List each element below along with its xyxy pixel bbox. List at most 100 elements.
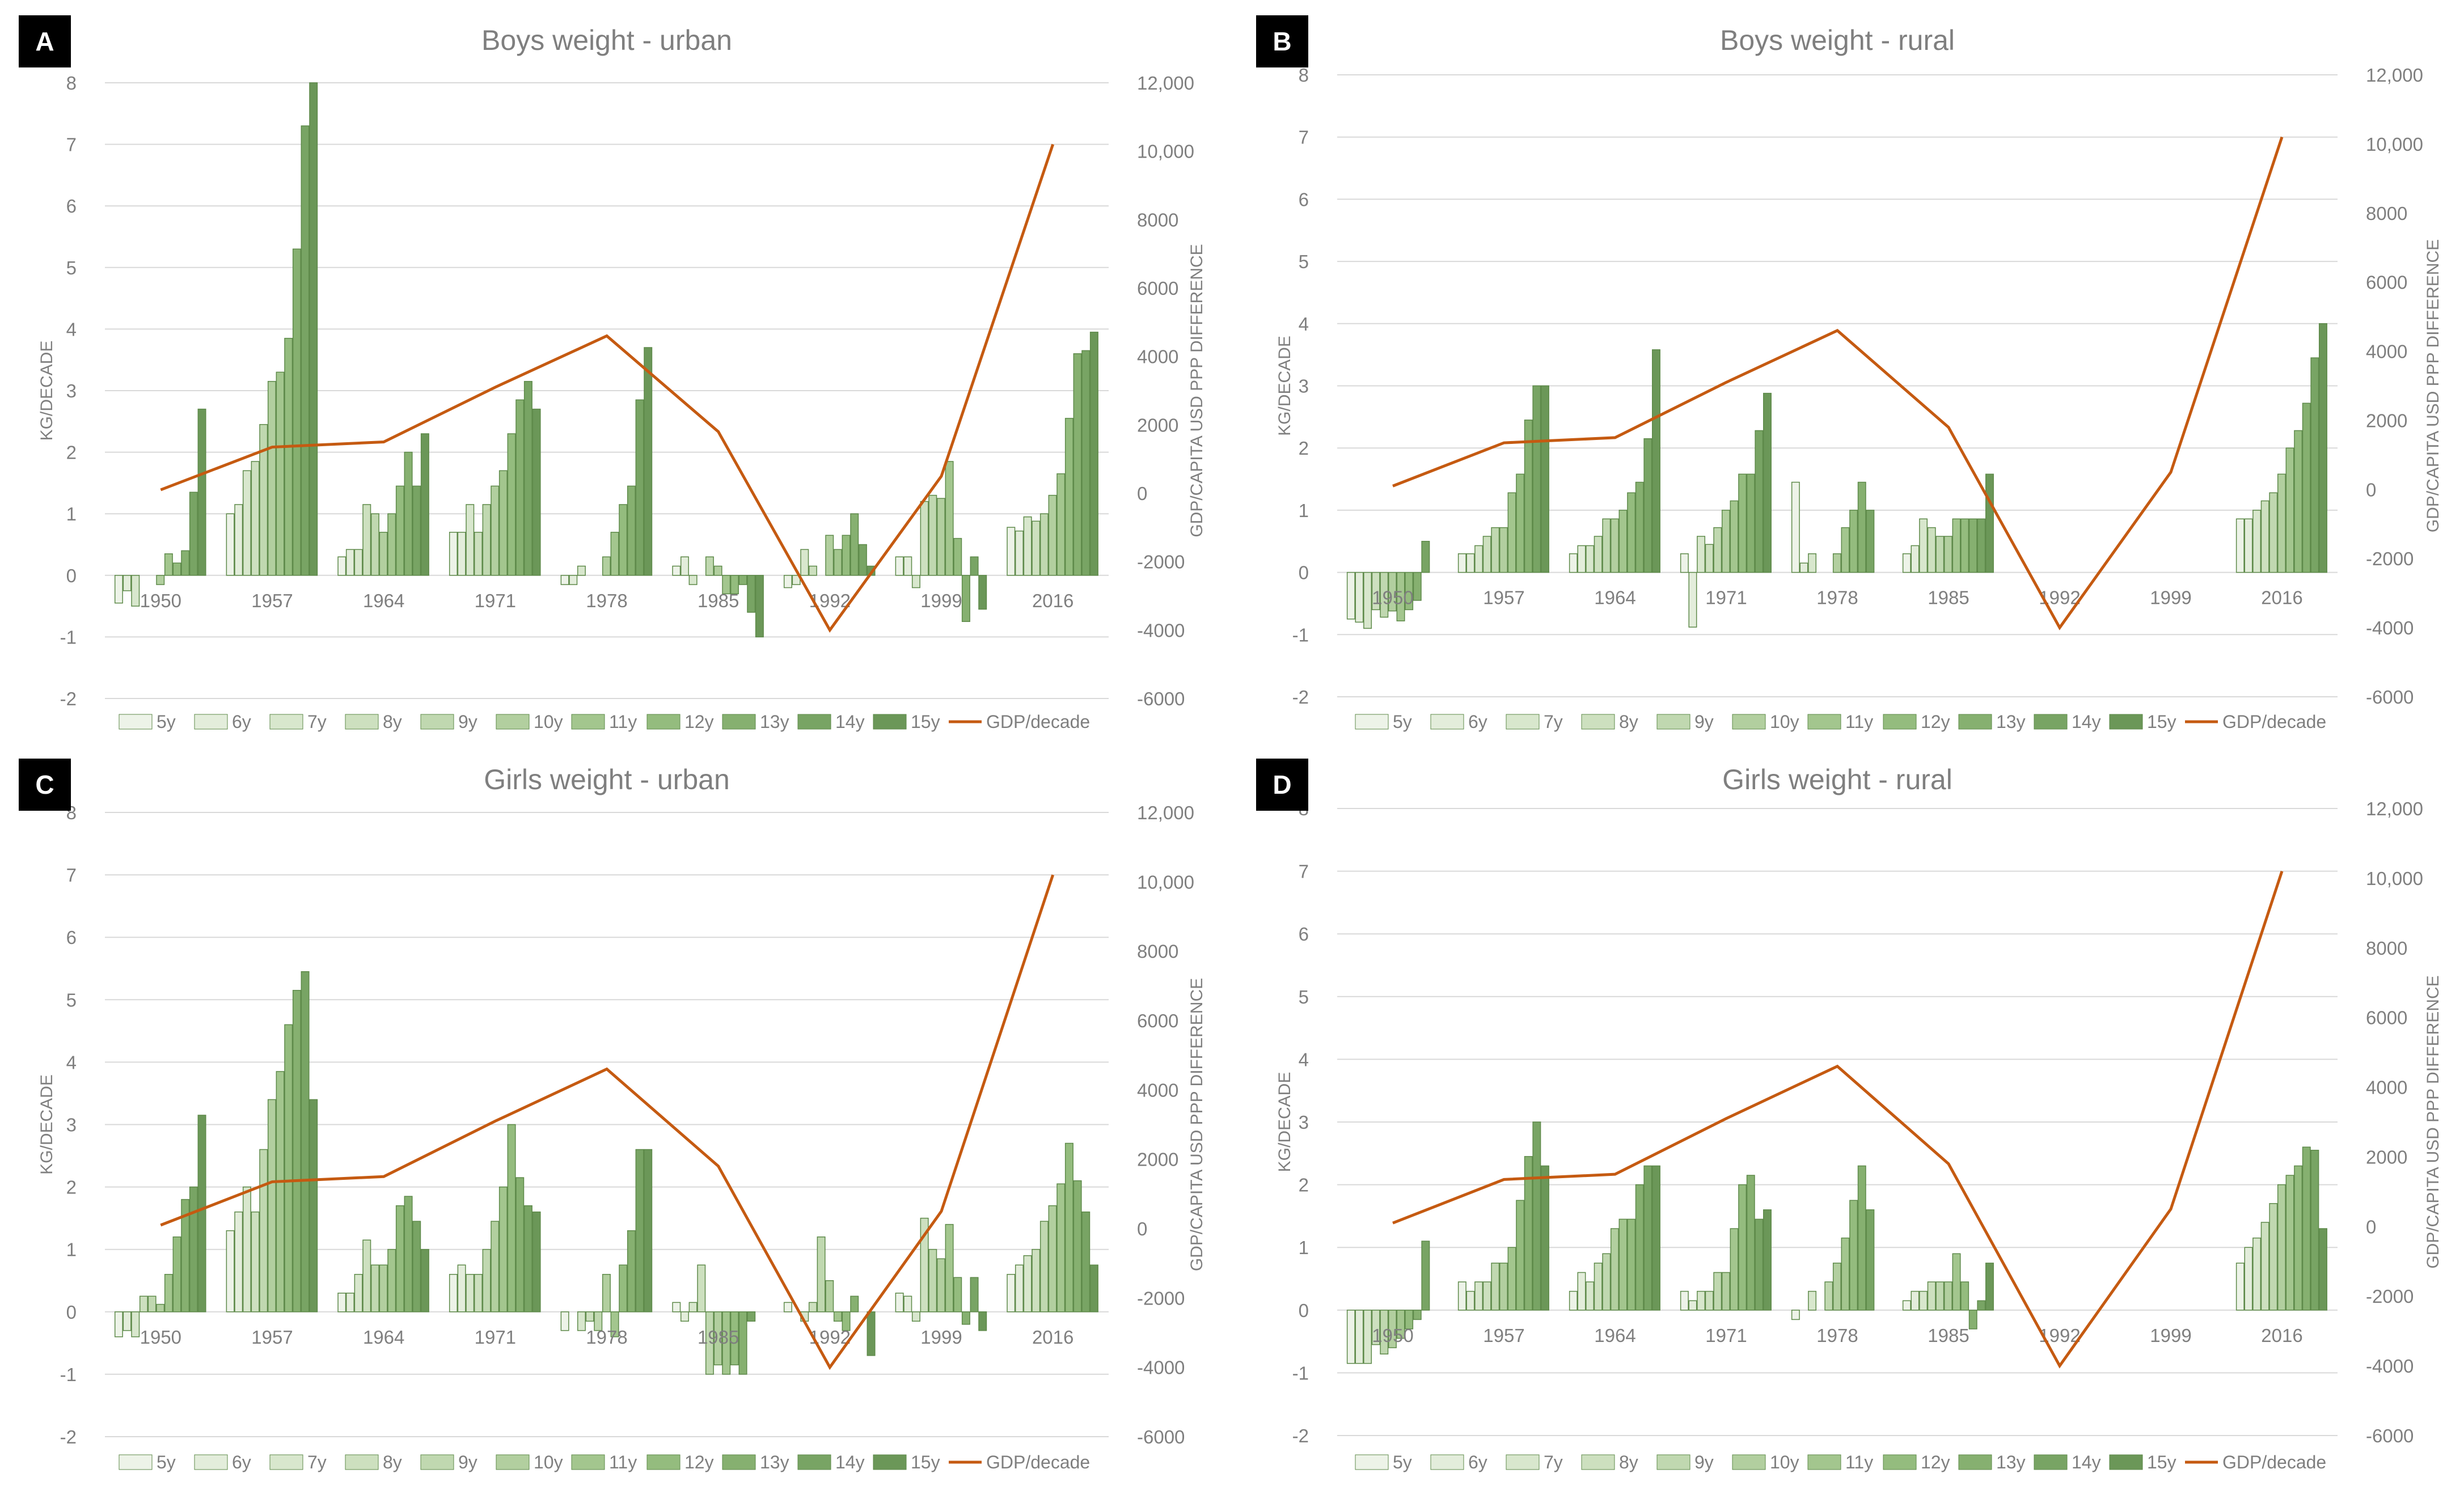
bar-1957-13y xyxy=(1524,1156,1533,1311)
bar-1950-14y xyxy=(1421,1240,1430,1311)
y-tick-label: 0 xyxy=(1299,562,1309,583)
bar-1985-5y xyxy=(1902,1300,1911,1311)
bar-1985-14y xyxy=(747,1311,756,1322)
legend-label: 9y xyxy=(458,1452,477,1472)
bar-1957-8y xyxy=(251,1211,260,1313)
legend-swatch-10y xyxy=(1732,714,1766,730)
bar-1971-13y xyxy=(1746,473,1755,573)
bar-1957-13y xyxy=(1524,420,1533,573)
bar-1985-13y xyxy=(1968,518,1977,573)
legend-label: 5y xyxy=(1393,1452,1412,1472)
y-tick-label: 6 xyxy=(66,196,77,217)
bar-1985-7y xyxy=(688,575,698,585)
y-tick-label: 6 xyxy=(66,927,77,948)
bar-1985-7y xyxy=(1919,1290,1928,1311)
bar-1964-5y xyxy=(1569,553,1578,573)
bar-2016-12y xyxy=(2294,1165,2303,1311)
category-label: 1971 xyxy=(475,1327,516,1348)
bar-1957-15y xyxy=(309,82,318,576)
legend-label: 15y xyxy=(2147,712,2176,732)
bar-1950-6y xyxy=(1355,1310,1364,1364)
bar-1957-14y xyxy=(1532,1121,1541,1311)
bar-1971-6y xyxy=(1688,571,1697,628)
y-tick-label: 7 xyxy=(1299,861,1309,882)
bar-1964-11y xyxy=(1618,510,1628,573)
bar-1950-8y xyxy=(1371,1310,1380,1345)
bar-1957-12y xyxy=(284,1024,293,1313)
bar-1971-14y xyxy=(523,380,532,576)
bar-1971-9y xyxy=(1713,527,1722,573)
category-label: 1978 xyxy=(1816,587,1858,608)
y-tick-label: 3 xyxy=(66,380,77,401)
bar-1950-13y xyxy=(1413,571,1422,601)
y2-tick-label: 6000 xyxy=(1137,1010,1178,1031)
bar-1999-9y xyxy=(928,494,937,576)
bar-1971-10y xyxy=(1721,1272,1730,1311)
bar-1985-13y xyxy=(738,575,747,585)
bar-1964-9y xyxy=(1602,1253,1611,1311)
legend-swatch-13y xyxy=(722,714,756,730)
y2-tick-label: 8000 xyxy=(2366,203,2407,224)
legend-swatch-15y xyxy=(873,714,907,730)
y-tick-label: -2 xyxy=(60,688,77,709)
bar-1978-12y xyxy=(1849,510,1858,573)
legend-swatch-15y xyxy=(873,1454,907,1470)
panel-a: A Boys weight - urban -2 -1 0 1 2 3 4 5 6 7 8 -6000 -… xyxy=(0,0,1232,748)
bar-1964-6y xyxy=(1577,1272,1586,1311)
y-axis-title: KG/DECADE xyxy=(37,341,56,441)
y-tick-label: 2 xyxy=(66,442,77,463)
y-tick-label: 0 xyxy=(1299,1300,1309,1321)
bar-1950-8y xyxy=(139,1295,148,1313)
y-tick-label: 7 xyxy=(66,865,77,886)
bar-1971-8y xyxy=(474,1273,483,1313)
category-label: 1971 xyxy=(1705,587,1747,608)
legend-label: 5y xyxy=(157,712,176,732)
category-label: 1957 xyxy=(1483,587,1524,608)
y-tick-label: 2 xyxy=(1299,438,1309,459)
bar-2016-15y xyxy=(1089,332,1098,576)
bar-1964-13y xyxy=(404,1196,413,1313)
legend-swatch-12y xyxy=(646,714,681,730)
legend-label: 7y xyxy=(307,712,327,732)
bar-1985-8y xyxy=(1927,527,1936,573)
bar-2016-14y xyxy=(1081,350,1091,576)
bar-1957-10y xyxy=(1499,1263,1508,1311)
category-label: 1950 xyxy=(140,590,181,611)
bar-1992-14y xyxy=(858,544,867,576)
legend-label: 8y xyxy=(383,712,402,732)
bar-1950-10y xyxy=(156,1303,165,1313)
bar-1985-7y xyxy=(688,1302,698,1313)
bar-1985-9y xyxy=(1935,1281,1945,1311)
legend-label: GDP/decade xyxy=(986,712,1090,732)
y-tick-label: 8 xyxy=(1299,65,1309,86)
category-label: 1964 xyxy=(363,590,404,611)
bar-1957-9y xyxy=(1491,1263,1500,1311)
bar-1985-15y xyxy=(1985,473,1994,573)
legend-label: 12y xyxy=(1921,712,1950,732)
bar-1999-14y xyxy=(970,556,979,576)
legend-swatch-14y xyxy=(2034,714,2068,730)
panel-label-c: C xyxy=(19,759,71,811)
bar-1950-5y xyxy=(114,575,123,604)
y2-tick-label: 8000 xyxy=(1137,209,1178,230)
bar-1950-10y xyxy=(156,575,165,585)
y2-tick-label: 0 xyxy=(1137,483,1147,504)
bar-1999-8y xyxy=(920,1217,929,1313)
bar-1964-6y xyxy=(345,1293,354,1313)
bar-1964-13y xyxy=(404,451,413,576)
bar-1999-7y xyxy=(911,575,920,589)
bar-1964-12y xyxy=(395,1205,404,1313)
bar-2016-8y xyxy=(1032,520,1041,576)
bar-2016-13y xyxy=(1073,1180,1082,1313)
bar-2016-8y xyxy=(2260,500,2269,573)
category-label: 1985 xyxy=(698,1327,739,1348)
bar-1950-5y xyxy=(114,1311,123,1337)
panel-label-b: B xyxy=(1256,15,1308,67)
legend-label: 15y xyxy=(911,1452,940,1472)
bar-1964-7y xyxy=(1586,545,1595,573)
bar-1971-6y xyxy=(457,532,466,576)
chart-girls-weight-rural: Girls weight - rural-2-1012345678-6000-4… xyxy=(1275,764,2442,1472)
legend-swatch-8y xyxy=(1581,1454,1615,1470)
bar-1964-7y xyxy=(354,549,363,576)
bar-1978-13y xyxy=(1857,481,1866,573)
